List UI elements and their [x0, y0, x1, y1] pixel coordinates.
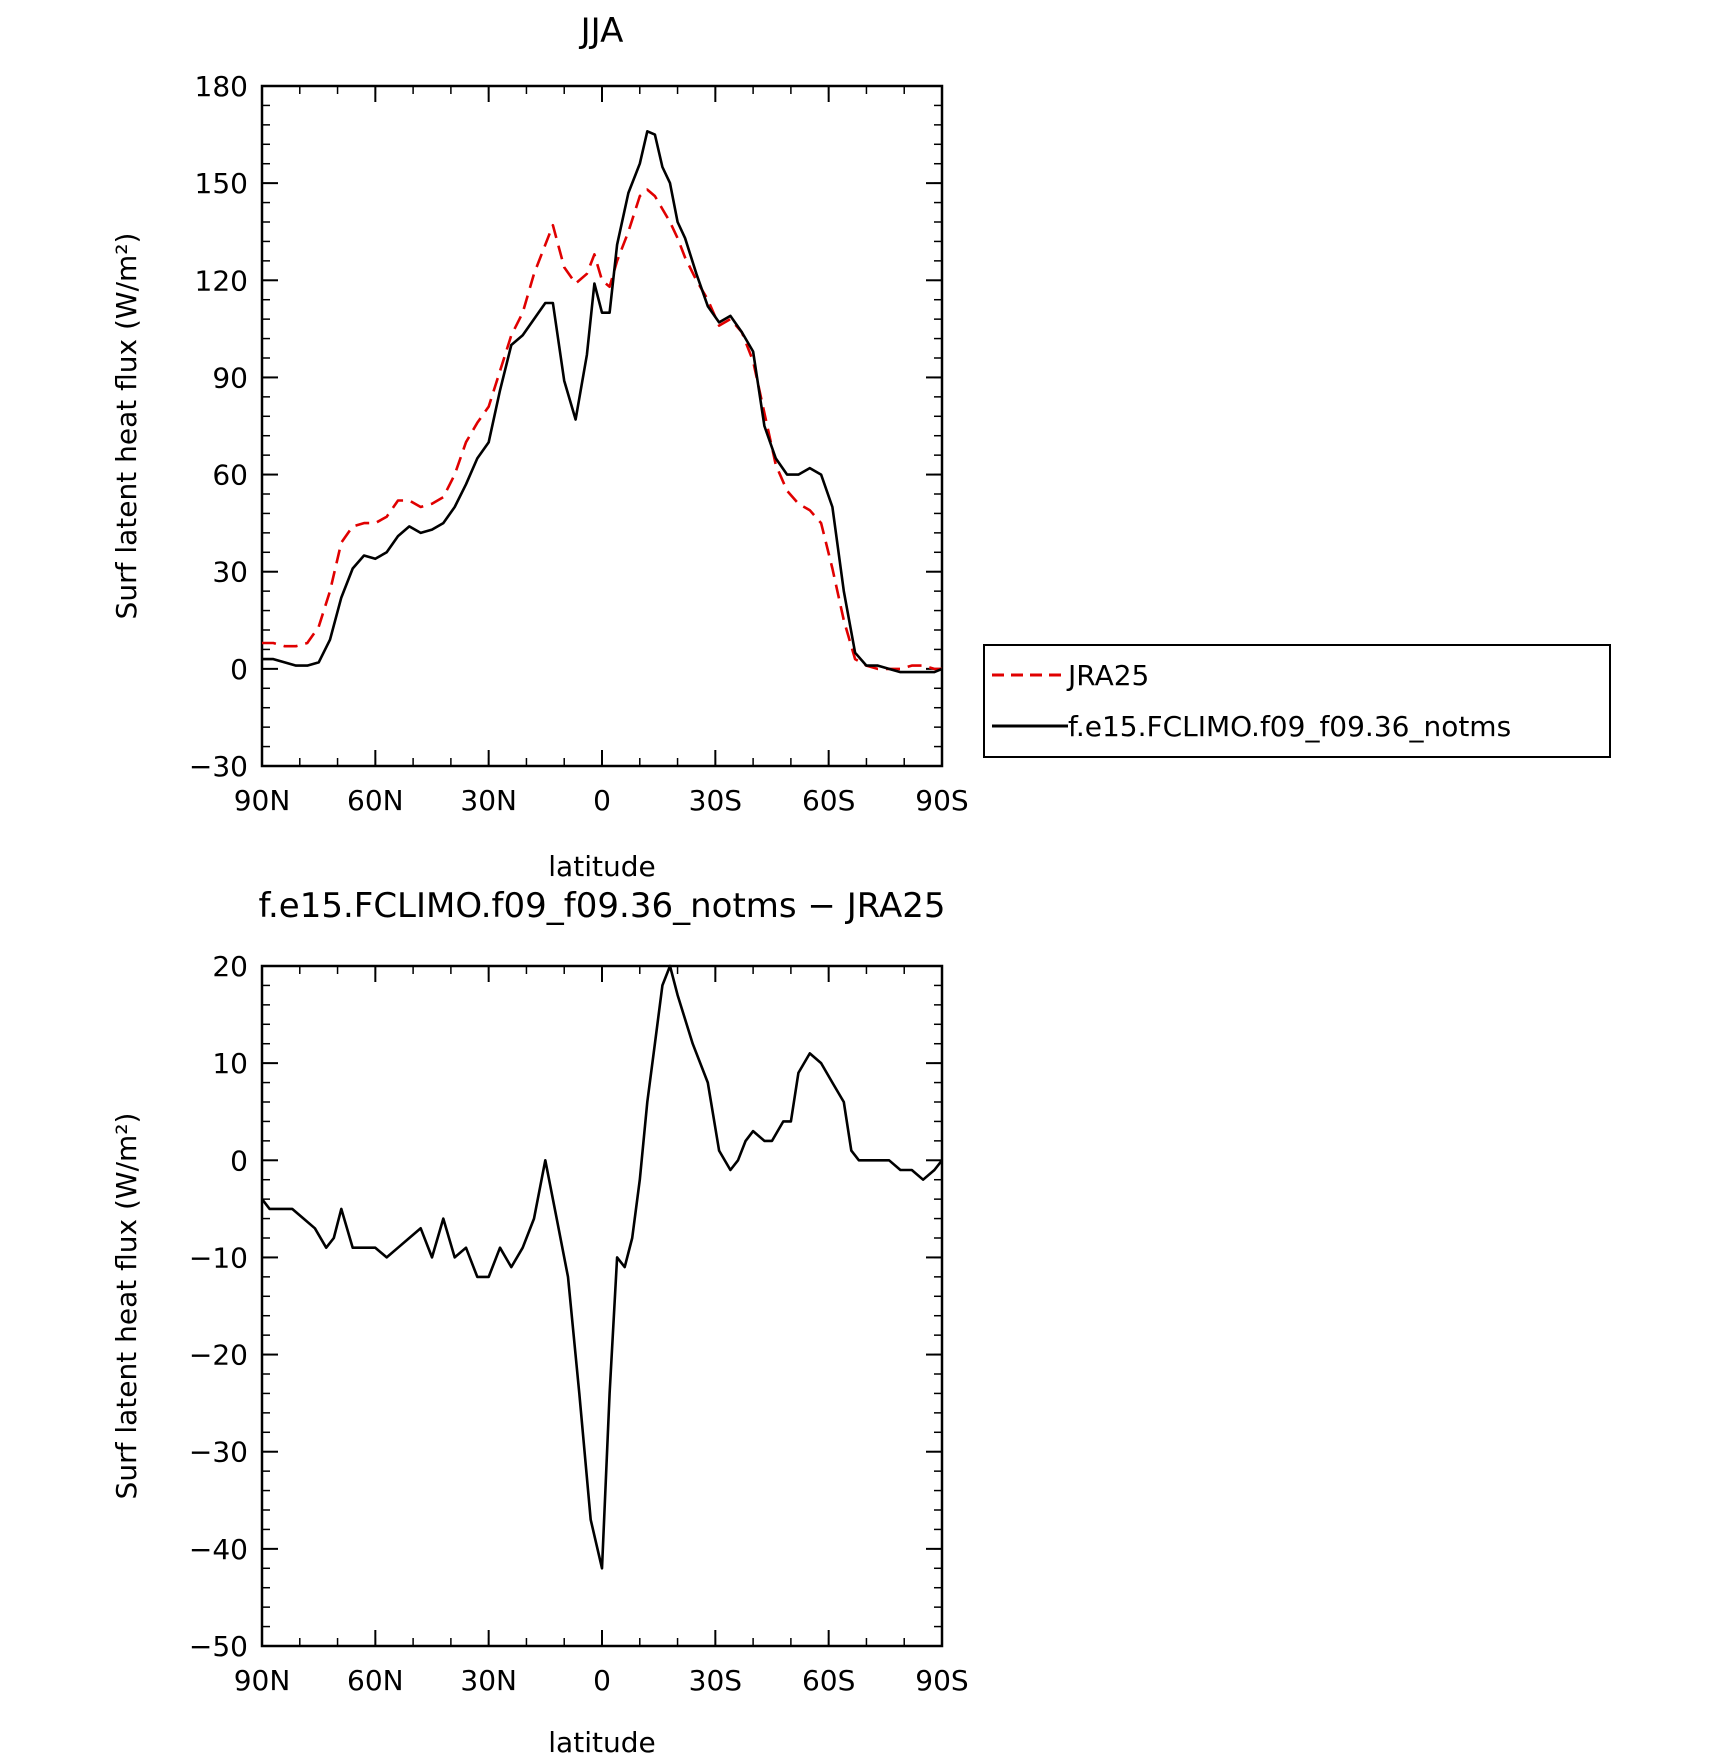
bottom-y-tick-labels: −50 −40 −30 −20 −10 0 10 20: [189, 950, 248, 1663]
legend: JRA25 f.e15.FCLIMO.f09_f09.36_notms: [983, 644, 1611, 758]
top-series-group: [262, 130, 943, 674]
bottom-x-axis-label: latitude: [548, 1726, 655, 1756]
y-tick-label: −50: [189, 1630, 248, 1663]
x-tick-label: 60S: [802, 784, 855, 817]
x-tick-label: 30N: [460, 1664, 517, 1697]
bottom-x-tick-labels: 90N 60N 30N 0 30S 60S 90S: [234, 1664, 969, 1697]
top-series-line-f-e15-fclimo-f09-f09-36-notms: [262, 130, 943, 674]
x-tick-label: 90N: [234, 784, 291, 817]
top-panel: JJA −30 0 30 60 90 120 150 180 90N 60N 30N 0 30S 60S…: [110, 11, 969, 883]
top-y-axis-label: Surf latent heat flux (W/m²): [110, 233, 143, 620]
bottom-series-line-difference: [260, 964, 944, 1570]
y-tick-label: 20: [212, 950, 248, 983]
bottom-panel: f.e15.FCLIMO.f09_f09.36_notms − JRA25 −5…: [110, 886, 969, 1756]
bottom-chart-title: f.e15.FCLIMO.f09_f09.36_notms − JRA25: [258, 886, 945, 926]
top-series-line-jra25: [262, 188, 942, 671]
x-tick-label: 0: [593, 1664, 611, 1697]
y-tick-label: −40: [189, 1533, 248, 1566]
y-tick-label: 150: [195, 167, 248, 200]
y-tick-label: 0: [230, 653, 248, 686]
legend-label-jra25: JRA25: [1066, 659, 1149, 692]
y-tick-label: 10: [212, 1047, 248, 1080]
x-tick-label: 30S: [689, 1664, 742, 1697]
legend-box: [983, 644, 1611, 758]
y-tick-label: 30: [212, 556, 248, 589]
top-y-tick-labels: −30 0 30 60 90 120 150 180: [189, 70, 248, 783]
x-tick-label: 60N: [347, 784, 404, 817]
y-tick-label: 0: [230, 1144, 248, 1177]
top-x-tick-labels: 90N 60N 30N 0 30S 60S 90S: [234, 784, 969, 817]
y-tick-label: 180: [195, 70, 248, 103]
y-tick-label: −30: [189, 1436, 248, 1469]
legend-label-model: f.e15.FCLIMO.f09_f09.36_notms: [1068, 710, 1511, 743]
top-tick-marks: [261, 85, 943, 767]
bottom-tick-marks: [261, 965, 943, 1647]
x-tick-label: 60N: [347, 1664, 404, 1697]
x-tick-label: 0: [593, 784, 611, 817]
x-tick-label: 60S: [802, 1664, 855, 1697]
top-plot-frame: [260, 84, 944, 768]
y-tick-label: 60: [212, 459, 248, 492]
x-tick-label: 90S: [915, 1664, 968, 1697]
x-tick-label: 30S: [689, 784, 742, 817]
y-tick-label: −20: [189, 1339, 248, 1372]
y-tick-label: −30: [189, 750, 248, 783]
y-tick-label: 90: [212, 361, 248, 394]
bottom-y-axis-label: Surf latent heat flux (W/m²): [110, 1113, 143, 1500]
x-tick-label: 90N: [234, 1664, 291, 1697]
x-tick-label: 30N: [460, 784, 517, 817]
y-tick-label: −10: [189, 1241, 248, 1274]
top-chart-title: JJA: [579, 11, 624, 51]
y-tick-label: 120: [195, 264, 248, 297]
x-tick-label: 90S: [915, 784, 968, 817]
bottom-series-group: [260, 964, 944, 1570]
top-x-axis-label: latitude: [548, 850, 655, 883]
